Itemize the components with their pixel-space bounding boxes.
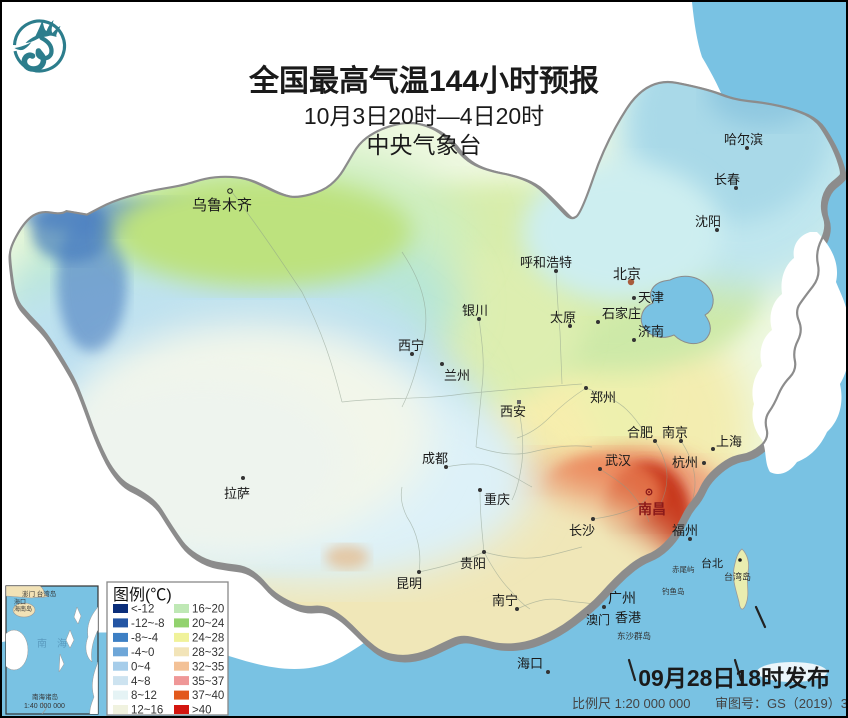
svg-text:东沙群岛: 东沙群岛 bbox=[617, 631, 651, 641]
svg-text:12~16: 12~16 bbox=[131, 705, 163, 717]
svg-text:长春: 长春 bbox=[714, 172, 740, 187]
svg-text:石家庄: 石家庄 bbox=[602, 306, 641, 321]
svg-text:37~40: 37~40 bbox=[192, 690, 224, 702]
svg-text:-4~0: -4~0 bbox=[131, 647, 154, 659]
svg-text:审图号：GS（2019）3082号: 审图号：GS（2019）3082号 bbox=[715, 696, 848, 711]
svg-text:西安: 西安 bbox=[500, 404, 526, 419]
svg-text:福州: 福州 bbox=[672, 523, 698, 538]
svg-text:钓鱼岛: 钓鱼岛 bbox=[662, 586, 685, 596]
svg-text:杭州: 杭州 bbox=[672, 455, 698, 470]
svg-text:台北: 台北 bbox=[701, 556, 723, 570]
svg-text:济南: 济南 bbox=[638, 324, 664, 339]
svg-text:昆明: 昆明 bbox=[396, 576, 422, 591]
svg-text:35~37: 35~37 bbox=[192, 676, 224, 688]
svg-text:武汉: 武汉 bbox=[605, 453, 631, 468]
svg-text:4~8: 4~8 bbox=[131, 676, 151, 688]
svg-text:图例(℃): 图例(℃) bbox=[113, 586, 172, 604]
svg-text:澎门 台湾岛: 澎门 台湾岛 bbox=[22, 589, 56, 598]
svg-text:24~28: 24~28 bbox=[192, 633, 224, 645]
svg-text:中央气象台: 中央气象台 bbox=[367, 132, 482, 158]
svg-text:-12~-8: -12~-8 bbox=[131, 618, 165, 630]
svg-text:成都: 成都 bbox=[422, 451, 448, 466]
svg-text:-8~-4: -8~-4 bbox=[131, 633, 159, 645]
svg-text:海口: 海口 bbox=[517, 656, 543, 671]
svg-text:太原: 太原 bbox=[550, 310, 576, 325]
svg-text:09月28日18时发布: 09月28日18时发布 bbox=[638, 665, 830, 691]
svg-text:10月3日20时—4日20时: 10月3日20时—4日20时 bbox=[304, 103, 544, 129]
svg-text:重庆: 重庆 bbox=[484, 492, 510, 507]
svg-text:兰州: 兰州 bbox=[444, 368, 470, 383]
svg-text:台湾岛: 台湾岛 bbox=[724, 571, 751, 582]
svg-text:海南岛: 海南岛 bbox=[14, 605, 32, 613]
svg-text:南昌: 南昌 bbox=[638, 501, 666, 517]
svg-text:32~35: 32~35 bbox=[192, 661, 224, 673]
svg-text:20~24: 20~24 bbox=[192, 618, 225, 630]
svg-text:南 海: 南 海 bbox=[37, 637, 67, 650]
svg-text:合肥: 合肥 bbox=[627, 425, 653, 440]
svg-text:长沙: 长沙 bbox=[569, 523, 595, 538]
svg-text:西宁: 西宁 bbox=[398, 338, 424, 353]
svg-text:银川: 银川 bbox=[462, 303, 488, 318]
svg-text:呼和浩特: 呼和浩特 bbox=[520, 255, 572, 270]
svg-text:乌鲁木齐: 乌鲁木齐 bbox=[192, 197, 252, 214]
svg-text:<-12: <-12 bbox=[131, 604, 154, 616]
svg-text:南京: 南京 bbox=[662, 425, 688, 440]
svg-text:海口: 海口 bbox=[14, 598, 26, 606]
svg-text:0~4: 0~4 bbox=[131, 661, 151, 673]
svg-text:拉萨: 拉萨 bbox=[224, 486, 250, 501]
svg-text:南海诸岛: 南海诸岛 bbox=[32, 692, 58, 701]
svg-text:广州: 广州 bbox=[608, 590, 636, 606]
svg-text:澳门: 澳门 bbox=[586, 612, 610, 627]
svg-text:上海: 上海 bbox=[716, 434, 742, 449]
svg-text:8~12: 8~12 bbox=[131, 690, 157, 702]
svg-text:贵阳: 贵阳 bbox=[460, 556, 486, 571]
svg-text:哈尔滨: 哈尔滨 bbox=[724, 132, 763, 147]
svg-text:北京: 北京 bbox=[613, 266, 641, 282]
svg-text:比例尺 1:20 000 000: 比例尺 1:20 000 000 bbox=[572, 696, 691, 711]
svg-text:郑州: 郑州 bbox=[590, 390, 616, 405]
svg-text:香港: 香港 bbox=[615, 610, 641, 625]
svg-text:1:40 000 000: 1:40 000 000 bbox=[24, 703, 65, 710]
svg-text:南宁: 南宁 bbox=[492, 593, 518, 608]
svg-text:天津: 天津 bbox=[638, 290, 664, 305]
svg-text:28~32: 28~32 bbox=[192, 647, 224, 659]
svg-text:沈阳: 沈阳 bbox=[695, 214, 721, 229]
svg-text:全国最高气温144小时预报: 全国最高气温144小时预报 bbox=[248, 64, 599, 98]
svg-text:赤尾屿: 赤尾屿 bbox=[672, 565, 695, 574]
svg-text:16~20: 16~20 bbox=[192, 604, 224, 616]
svg-text:>40: >40 bbox=[192, 705, 212, 717]
